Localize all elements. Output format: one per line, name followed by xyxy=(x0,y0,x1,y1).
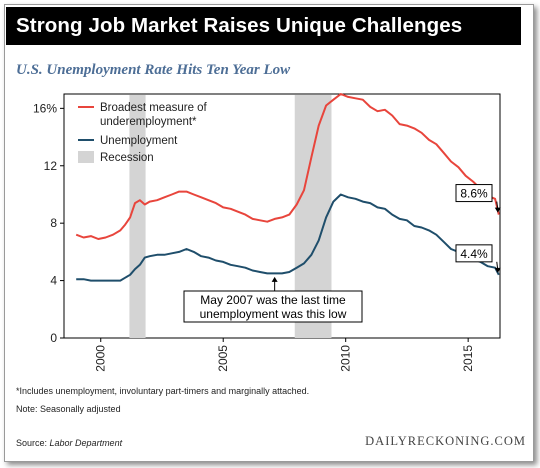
callout-label: 4.4% xyxy=(460,247,488,261)
callout-box xyxy=(455,244,493,263)
callout-arrowhead xyxy=(494,267,501,273)
y-tick-label: 12 xyxy=(44,159,58,173)
brand-wordmark: DAILYRECKONING.COM xyxy=(365,434,526,448)
x-tick-label: 2015 xyxy=(461,345,475,372)
headline-banner: Strong Job Market Raises Unique Challeng… xyxy=(6,7,521,45)
callout-arrowhead xyxy=(494,207,501,213)
y-tick-label: 8 xyxy=(50,216,57,230)
y-tick-label: 4 xyxy=(50,274,57,288)
legend: Broadest measure of underemployment* Une… xyxy=(78,102,208,164)
callout-box xyxy=(455,184,493,203)
annotation-line2: unemployment was this low xyxy=(200,307,347,321)
legend-label-recession: Recession xyxy=(100,152,154,164)
value-callouts: 8.6% 4.4% xyxy=(455,184,501,273)
legend-label-unemployment: Unemployment xyxy=(100,135,178,147)
x-tick-label: 2000 xyxy=(94,345,108,372)
series-line-unemployment xyxy=(76,193,500,282)
annotation-line1: May 2007 was the last time xyxy=(200,293,346,307)
axes: 0 4 8 12 16% 2000 2005 2010 2015 xyxy=(33,101,475,371)
series-line-broad xyxy=(75,93,500,240)
footnote-underemployment: *Includes unemployment, involuntary part… xyxy=(16,386,310,396)
annotation-arrowhead xyxy=(271,276,278,282)
y-tick-label: 16% xyxy=(33,101,57,115)
footnote-seasonal: Note: Seasonally adjusted xyxy=(16,404,121,414)
legend-swatch-recession xyxy=(78,151,94,163)
recession-band xyxy=(129,95,146,338)
annotation-box xyxy=(183,290,363,323)
x-tick-label: 2010 xyxy=(339,345,353,372)
may-2007-annotation: May 2007 was the last time unemployment … xyxy=(183,276,363,323)
chart-subtitle: U.S. Unemployment Rate Hits Ten Year Low xyxy=(16,62,291,78)
y-tick-label: 0 xyxy=(50,331,57,345)
source-label: Source: xyxy=(16,438,50,448)
series-lines xyxy=(75,93,500,282)
source-value: Labor Department xyxy=(49,438,123,448)
callout-label: 8.6% xyxy=(460,187,488,201)
x-tick-label: 2005 xyxy=(216,345,230,372)
legend-label-broad-line1: Broadest measure of xyxy=(100,102,208,114)
legend-label-broad-line2: underemployment* xyxy=(100,116,197,128)
source-line: Source: Labor Department xyxy=(16,438,122,448)
